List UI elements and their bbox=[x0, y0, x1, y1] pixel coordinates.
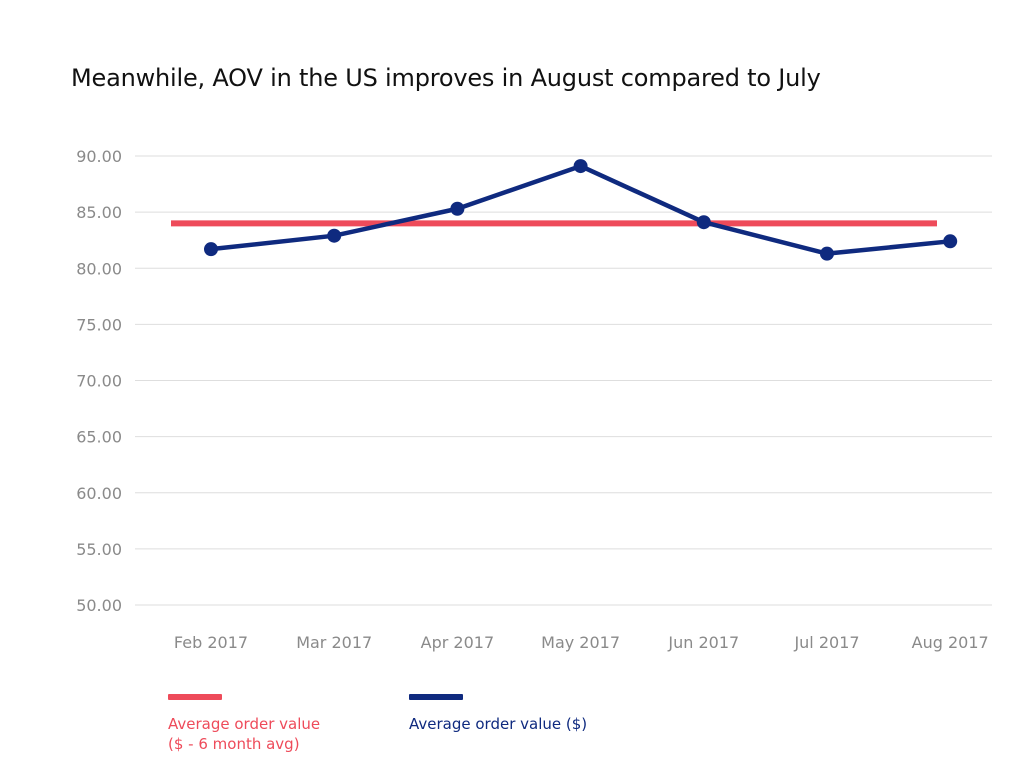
y-tick-label: 90.00 bbox=[76, 147, 122, 166]
series-line-aov bbox=[208, 163, 953, 256]
y-tick-label: 65.00 bbox=[76, 428, 122, 447]
x-tick-label: Jun 2017 bbox=[667, 633, 739, 652]
data-point bbox=[820, 246, 834, 261]
legend-item-aov: Average order value ($) bbox=[409, 694, 587, 734]
y-tick-label: 70.00 bbox=[76, 372, 122, 391]
series-group bbox=[171, 159, 958, 261]
y-tick-label: 85.00 bbox=[76, 203, 122, 222]
chart-title: Meanwhile, AOV in the US improves in Aug… bbox=[71, 64, 821, 92]
x-tick-label: Apr 2017 bbox=[421, 633, 494, 652]
x-tick-label: Feb 2017 bbox=[174, 633, 248, 652]
y-tick-label: 60.00 bbox=[76, 484, 122, 503]
y-tick-label: 80.00 bbox=[76, 259, 122, 278]
legend-label-avg: Average order value ($ - 6 month avg) bbox=[168, 715, 321, 753]
grid-lines bbox=[135, 155, 992, 606]
legend-swatch-aov bbox=[409, 694, 463, 700]
x-tick-label: May 2017 bbox=[541, 633, 620, 652]
x-tick-label: Mar 2017 bbox=[296, 633, 372, 652]
x-tick-label: Jul 2017 bbox=[793, 633, 859, 652]
data-point bbox=[573, 159, 588, 174]
data-point bbox=[327, 228, 342, 243]
legend-label-aov: Average order value ($) bbox=[409, 715, 588, 733]
data-point bbox=[943, 234, 958, 249]
legend-item-avg: Average order value ($ - 6 month avg) bbox=[168, 694, 320, 754]
y-tick-label: 75.00 bbox=[76, 315, 122, 334]
data-point bbox=[450, 201, 465, 216]
legend-swatch-avg bbox=[168, 694, 222, 700]
data-point bbox=[204, 242, 218, 257]
y-tick-label: 55.00 bbox=[76, 540, 122, 559]
y-tick-label: 50.00 bbox=[76, 596, 122, 615]
x-axis-ticks: Feb 2017 Mar 2017 Apr 2017 May 2017 Jun 2017… bbox=[174, 633, 989, 652]
y-axis-ticks: 90.00 85.00 80.00 75.00 70.00 65.00 60.00 55.00… bbox=[76, 147, 122, 615]
data-point bbox=[696, 215, 711, 230]
x-tick-label: Aug 2017 bbox=[912, 633, 989, 652]
